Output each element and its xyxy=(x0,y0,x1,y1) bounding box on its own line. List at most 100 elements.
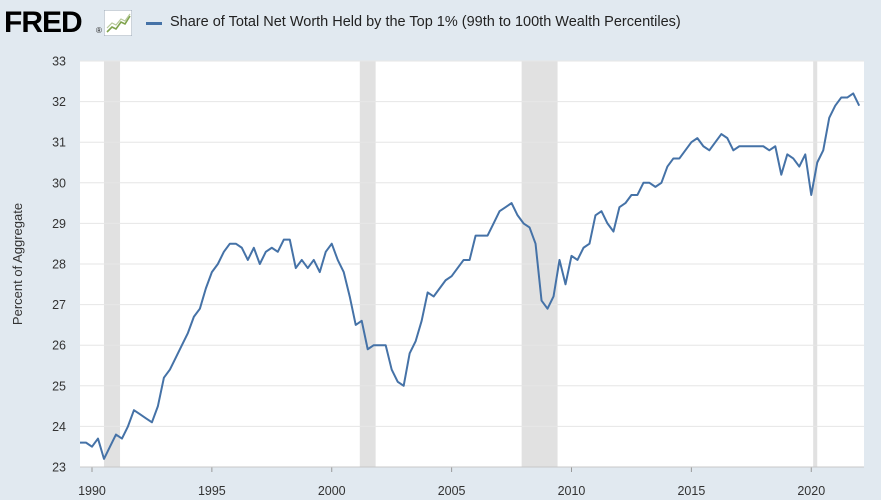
data-point[interactable] xyxy=(611,229,616,234)
data-point[interactable] xyxy=(443,278,448,283)
data-point[interactable] xyxy=(629,192,634,197)
data-point[interactable] xyxy=(197,306,202,311)
data-point[interactable] xyxy=(569,253,574,258)
data-point[interactable] xyxy=(419,318,424,323)
data-point[interactable] xyxy=(461,257,466,262)
data-point[interactable] xyxy=(845,95,850,100)
data-point[interactable] xyxy=(425,290,430,295)
data-point[interactable] xyxy=(149,420,154,425)
data-point[interactable] xyxy=(287,237,292,242)
data-point[interactable] xyxy=(551,294,556,299)
data-point[interactable] xyxy=(683,148,688,153)
data-point[interactable] xyxy=(311,257,316,262)
data-point[interactable] xyxy=(455,266,460,271)
data-point[interactable] xyxy=(695,136,700,141)
series-line[interactable] xyxy=(80,92,861,460)
data-point[interactable] xyxy=(521,221,526,226)
data-point[interactable] xyxy=(323,249,328,254)
data-point[interactable] xyxy=(137,412,142,417)
data-point[interactable] xyxy=(233,241,238,246)
data-point[interactable] xyxy=(173,355,178,360)
data-point[interactable] xyxy=(821,148,826,153)
data-point[interactable] xyxy=(755,144,760,149)
data-point[interactable] xyxy=(353,322,358,327)
data-point[interactable] xyxy=(221,249,226,254)
data-point[interactable] xyxy=(707,148,712,153)
data-point[interactable] xyxy=(659,180,664,185)
data-point[interactable] xyxy=(101,456,106,461)
data-point[interactable] xyxy=(275,249,280,254)
data-point[interactable] xyxy=(245,257,250,262)
data-point[interactable] xyxy=(329,241,334,246)
data-point[interactable] xyxy=(78,440,83,445)
data-point[interactable] xyxy=(131,408,136,413)
data-point[interactable] xyxy=(827,115,832,120)
data-point[interactable] xyxy=(527,225,532,230)
data-point[interactable] xyxy=(557,257,562,262)
data-point[interactable] xyxy=(473,233,478,238)
data-point[interactable] xyxy=(215,262,220,267)
data-point[interactable] xyxy=(335,257,340,262)
data-point[interactable] xyxy=(347,294,352,299)
data-point[interactable] xyxy=(803,152,808,157)
data-point[interactable] xyxy=(545,306,550,311)
data-point[interactable] xyxy=(227,241,232,246)
data-point[interactable] xyxy=(587,241,592,246)
data-point[interactable] xyxy=(431,294,436,299)
data-point[interactable] xyxy=(539,298,544,303)
data-point[interactable] xyxy=(665,164,670,169)
data-point[interactable] xyxy=(737,144,742,149)
data-point[interactable] xyxy=(449,274,454,279)
data-point[interactable] xyxy=(833,103,838,108)
data-point[interactable] xyxy=(155,404,160,409)
data-point[interactable] xyxy=(83,440,88,445)
data-point[interactable] xyxy=(305,266,310,271)
data-point[interactable] xyxy=(239,245,244,250)
data-point[interactable] xyxy=(317,270,322,275)
data-point[interactable] xyxy=(767,148,772,153)
data-point[interactable] xyxy=(617,205,622,210)
data-point[interactable] xyxy=(389,367,394,372)
data-point[interactable] xyxy=(263,249,268,254)
data-point[interactable] xyxy=(773,144,778,149)
data-point[interactable] xyxy=(761,144,766,149)
data-point[interactable] xyxy=(839,95,844,100)
data-point[interactable] xyxy=(623,201,628,206)
data-point[interactable] xyxy=(485,233,490,238)
data-point[interactable] xyxy=(719,132,724,137)
data-point[interactable] xyxy=(689,140,694,145)
data-point[interactable] xyxy=(785,152,790,157)
data-point[interactable] xyxy=(281,237,286,242)
data-point[interactable] xyxy=(791,156,796,161)
data-point[interactable] xyxy=(857,103,862,108)
data-point[interactable] xyxy=(743,144,748,149)
data-point[interactable] xyxy=(479,233,484,238)
data-point[interactable] xyxy=(491,221,496,226)
data-point[interactable] xyxy=(563,282,568,287)
data-point[interactable] xyxy=(401,383,406,388)
data-point[interactable] xyxy=(89,444,94,449)
data-point[interactable] xyxy=(677,156,682,161)
data-point[interactable] xyxy=(779,172,784,177)
data-point[interactable] xyxy=(725,136,730,141)
data-point[interactable] xyxy=(167,367,172,372)
data-point[interactable] xyxy=(125,424,130,429)
data-point[interactable] xyxy=(299,257,304,262)
data-point[interactable] xyxy=(119,436,124,441)
data-point[interactable] xyxy=(293,266,298,271)
data-point[interactable] xyxy=(185,331,190,336)
data-point[interactable] xyxy=(413,339,418,344)
data-point[interactable] xyxy=(641,180,646,185)
data-point[interactable] xyxy=(671,156,676,161)
data-point[interactable] xyxy=(209,270,214,275)
data-point[interactable] xyxy=(95,436,100,441)
data-point[interactable] xyxy=(515,213,520,218)
data-point[interactable] xyxy=(497,209,502,214)
data-point[interactable] xyxy=(377,343,382,348)
data-point[interactable] xyxy=(371,343,376,348)
data-point[interactable] xyxy=(533,241,538,246)
data-point[interactable] xyxy=(575,257,580,262)
data-point[interactable] xyxy=(713,140,718,145)
data-point[interactable] xyxy=(731,148,736,153)
fred-logo[interactable]: FRED xyxy=(4,6,83,39)
